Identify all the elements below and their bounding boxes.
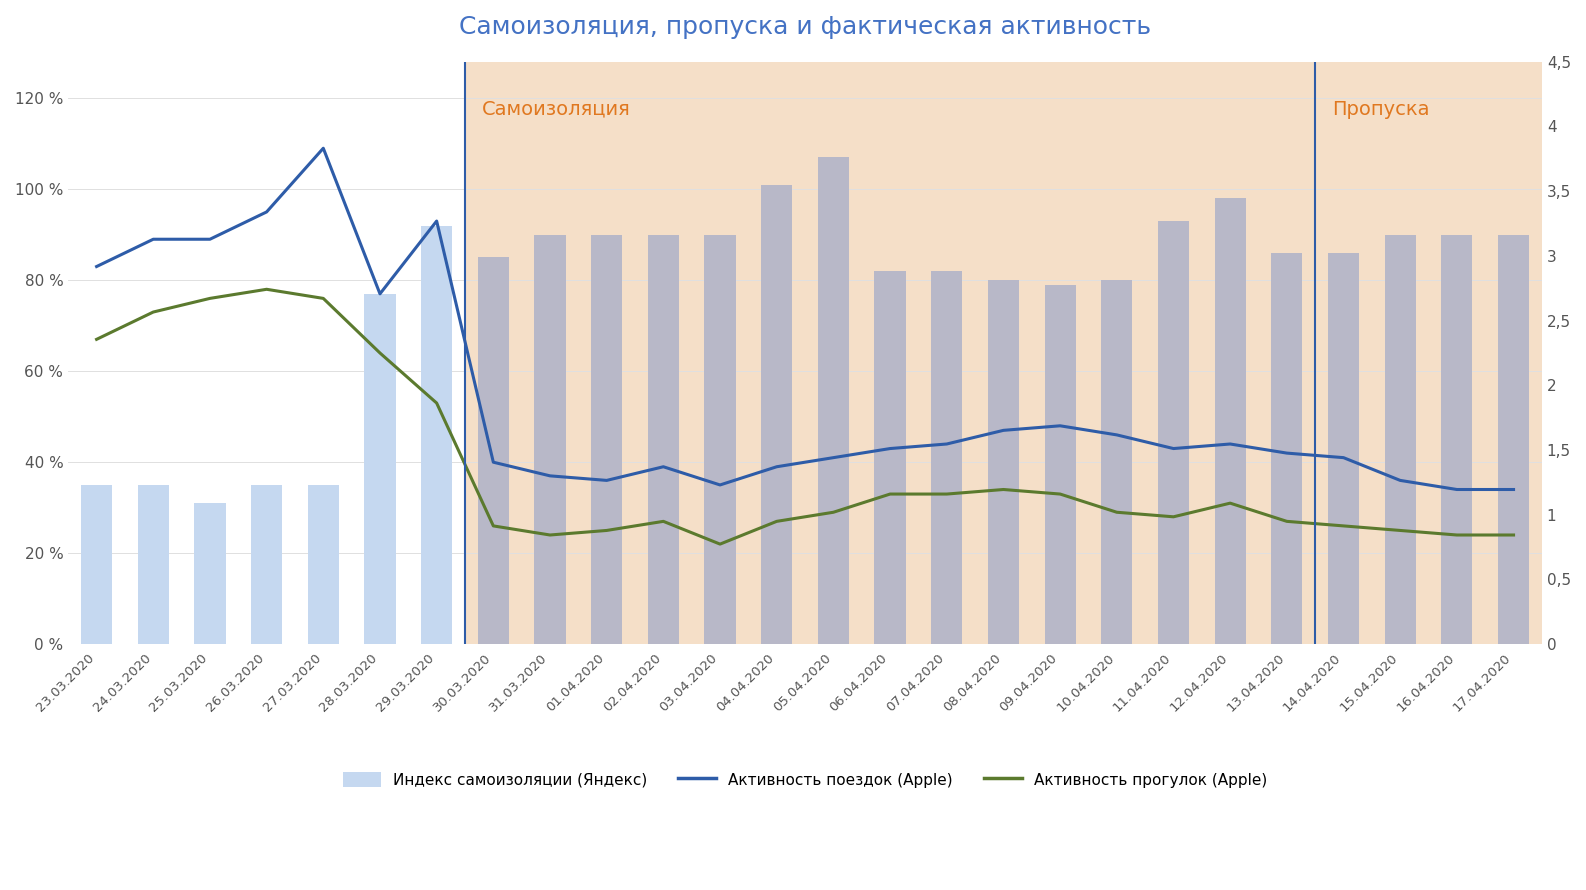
Bar [1385, 235, 1416, 644]
Bar [534, 235, 566, 644]
Bar [365, 294, 395, 644]
Bar [1327, 253, 1359, 644]
Text: Самоизоляция: Самоизоляция [482, 100, 631, 118]
Bar [818, 158, 849, 644]
Bar [988, 280, 1020, 644]
Bar [1215, 198, 1245, 644]
Bar [1272, 253, 1302, 644]
Bar [81, 485, 113, 644]
Bar [195, 503, 225, 644]
Bar [1045, 285, 1075, 644]
Bar [592, 235, 622, 644]
Bar [308, 485, 339, 644]
Bar [251, 485, 282, 644]
Bar [1101, 280, 1132, 644]
Bar [465, 61, 1542, 644]
Bar [704, 235, 736, 644]
Bar [477, 257, 509, 644]
Bar [1497, 235, 1529, 644]
Bar [874, 271, 906, 644]
Bar [761, 184, 793, 644]
Bar [420, 225, 452, 644]
Legend: Индекс самоизоляции (Яндекс), Активность поездок (Apple), Активность прогулок (A: Индекс самоизоляции (Яндекс), Активность… [336, 765, 1274, 794]
Bar [1158, 221, 1190, 644]
Bar [647, 235, 679, 644]
Text: Пропуска: Пропуска [1332, 100, 1429, 118]
Bar [931, 271, 963, 644]
Bar [138, 485, 168, 644]
Bar [1442, 235, 1472, 644]
Title: Самоизоляция, пропуска и фактическая активность: Самоизоляция, пропуска и фактическая акт… [458, 15, 1151, 39]
